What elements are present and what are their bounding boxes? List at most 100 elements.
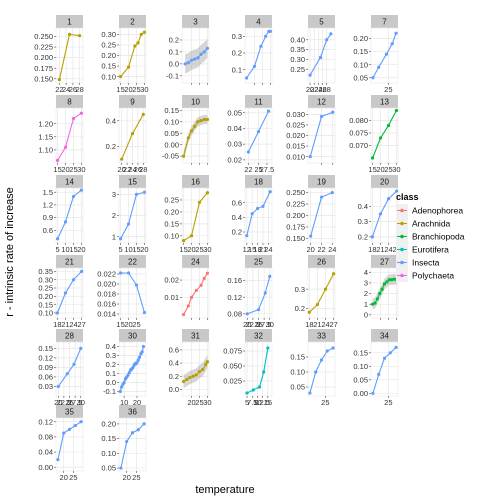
y-tick-label: 0.025 — [223, 377, 242, 386]
x-tick-label: 21 — [376, 245, 384, 254]
panel-strip — [56, 15, 83, 28]
x-tick-label: 20 — [124, 85, 132, 94]
y-tick-label: 0.20 — [164, 208, 179, 217]
x-tick-label: 15 — [368, 165, 376, 174]
data-point — [386, 197, 391, 201]
x-tick-label: 20 — [243, 320, 251, 329]
x-tick-label: 30 — [203, 398, 211, 407]
data-point — [370, 235, 374, 239]
y-tick-label: 0.10 — [38, 309, 53, 318]
data-point — [65, 372, 69, 376]
x-tick-label: 30 — [77, 165, 85, 174]
panel-plot-area — [370, 267, 399, 319]
data-point — [196, 120, 200, 124]
panel-strip-label: 10 — [191, 98, 200, 107]
data-point — [136, 428, 140, 432]
data-point — [377, 372, 381, 376]
x-tick-label: 25 — [321, 398, 329, 407]
y-tick-label: 0.10 — [101, 449, 116, 458]
panel-33: 33 0.05 0.10 0.15 25 — [290, 329, 336, 407]
y-tick-label: 0.2 — [232, 49, 242, 58]
legend-label: Polychaeta — [412, 271, 454, 281]
data-point — [202, 50, 206, 54]
y-tick-label: 1.20 — [38, 119, 53, 128]
y-tick-label: 0.1 — [169, 48, 179, 57]
x-tick-label: 30 — [266, 320, 274, 329]
y-tick-label: 1 — [364, 300, 368, 309]
panel-strip-label: 5 — [319, 18, 324, 27]
data-point — [141, 344, 146, 349]
x-tick-label: 28 — [75, 85, 83, 94]
x-tick-label: 20 — [306, 85, 314, 94]
data-point — [205, 271, 210, 275]
y-tick-label: 0.2 — [295, 304, 305, 313]
panel-strip-label: 15 — [128, 178, 137, 187]
data-point — [380, 287, 384, 291]
y-tick-label: 0.12 — [38, 353, 53, 362]
data-point — [189, 58, 194, 62]
panel-strip — [308, 175, 335, 188]
panel-strip — [182, 15, 209, 28]
panel-strip — [56, 329, 83, 342]
x-tick-label: 25 — [384, 398, 392, 407]
data-point — [307, 310, 311, 314]
x-tick-label: 24 — [62, 85, 70, 94]
x-tick-label: 30 — [77, 398, 85, 407]
y-tick-label: 0.25 — [101, 41, 116, 50]
panel-24: 24 0.01 0.02 — [164, 255, 210, 320]
data-point — [118, 271, 123, 275]
data-point — [126, 373, 130, 377]
data-point — [80, 269, 84, 273]
legend-key-point — [400, 260, 404, 265]
panel-strip — [182, 329, 209, 342]
y-tick-label: 0.25 — [38, 284, 53, 293]
x-tick-label: 22 — [55, 85, 63, 94]
panel-strip — [119, 175, 146, 188]
y-tick-label: 0.05 — [164, 129, 179, 138]
series-line — [371, 190, 398, 238]
panel-strip — [182, 95, 209, 108]
panel-10: 10 -0.05 0.00 0.05 0.10 0.15 — [162, 95, 210, 165]
data-point — [263, 291, 267, 295]
data-point — [325, 349, 329, 353]
data-point — [193, 57, 197, 61]
y-tick-label: 0.225 — [34, 43, 53, 52]
data-point — [388, 351, 392, 355]
data-point — [331, 110, 335, 114]
x-tick-label: 24 — [69, 320, 77, 329]
panel-plot-area — [55, 107, 84, 164]
x-tick-label: 27.5 — [257, 320, 272, 329]
panel-35: 35 0.00 0.04 0.08 0.12 20 25 — [38, 405, 84, 482]
y-tick-label: 0.00 — [164, 140, 179, 149]
x-tick-label: 20 — [123, 473, 131, 482]
data-point — [319, 114, 324, 119]
y-tick-label: 0.6 — [232, 198, 242, 207]
data-point — [371, 76, 375, 80]
y-tick-label: 0.070 — [349, 141, 368, 150]
panel-strip-label: 4 — [256, 18, 261, 27]
panel-strip-label: 3 — [193, 18, 198, 27]
data-point — [139, 32, 143, 36]
y-tick-label: 0.250 — [34, 32, 53, 41]
data-point — [126, 271, 131, 275]
x-tick-label: 20 — [187, 245, 195, 254]
data-point — [378, 136, 383, 140]
data-point — [267, 109, 271, 113]
x-tick-label: 15 — [116, 320, 124, 329]
data-point — [73, 423, 77, 428]
legend-item: Polychaeta — [397, 271, 454, 281]
panel-strip — [371, 255, 398, 268]
data-point — [199, 52, 203, 56]
y-tick-label: 0.150 — [34, 74, 53, 83]
x-tick-label: 24 — [128, 165, 136, 174]
y-tick-label: 0.030 — [286, 110, 305, 119]
x-tick-label: 15 — [53, 165, 61, 174]
data-point — [331, 346, 335, 350]
y-tick-label: 0.02 — [164, 276, 179, 285]
y-tick-label: 0.020 — [286, 131, 305, 140]
data-point — [386, 123, 391, 128]
panel-31: 31 0.0 0.2 0.4 0.6 20 25 30 — [169, 329, 212, 407]
data-point — [134, 192, 139, 196]
